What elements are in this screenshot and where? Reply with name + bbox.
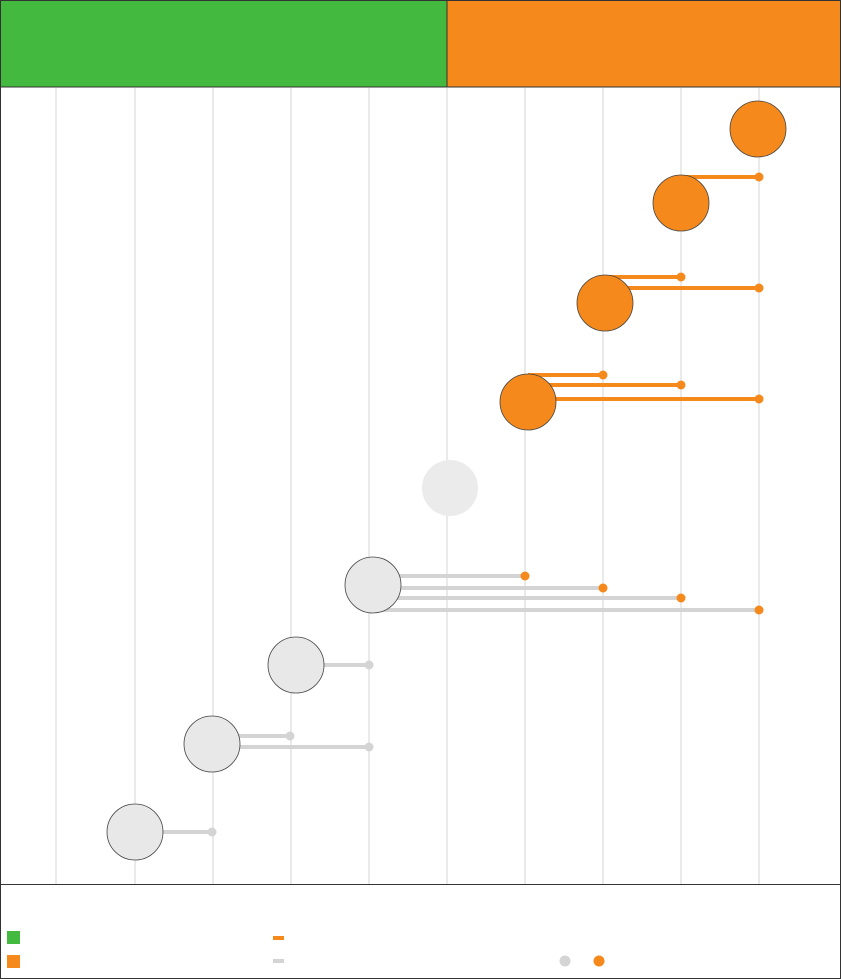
node <box>106 803 164 861</box>
endpoint <box>285 731 295 741</box>
endpoint <box>676 272 686 282</box>
endpoint <box>207 827 217 837</box>
node <box>267 636 325 694</box>
endpoint <box>364 660 374 670</box>
node <box>183 715 241 773</box>
endpoint <box>676 593 686 603</box>
endpoint <box>598 583 608 593</box>
endpoint <box>364 742 374 752</box>
legend-line <box>273 936 284 940</box>
node <box>652 174 710 232</box>
node <box>344 556 402 614</box>
legend-dot <box>593 955 605 967</box>
endpoint <box>754 172 764 182</box>
legend-line <box>273 959 284 963</box>
node <box>499 373 557 431</box>
header-left <box>1 1 447 87</box>
header-right <box>447 1 840 87</box>
legend <box>7 931 605 968</box>
endpoint <box>754 283 764 293</box>
endpoint <box>754 605 764 615</box>
nodes <box>106 100 787 861</box>
legend-swatch <box>7 955 20 968</box>
endpoint <box>676 380 686 390</box>
endpoint <box>598 370 608 380</box>
endpoint <box>754 394 764 404</box>
legend-dot <box>559 955 571 967</box>
legend-swatch <box>7 931 20 944</box>
node <box>729 100 787 158</box>
node <box>576 274 634 332</box>
node <box>422 460 478 516</box>
endpoint <box>520 571 530 581</box>
